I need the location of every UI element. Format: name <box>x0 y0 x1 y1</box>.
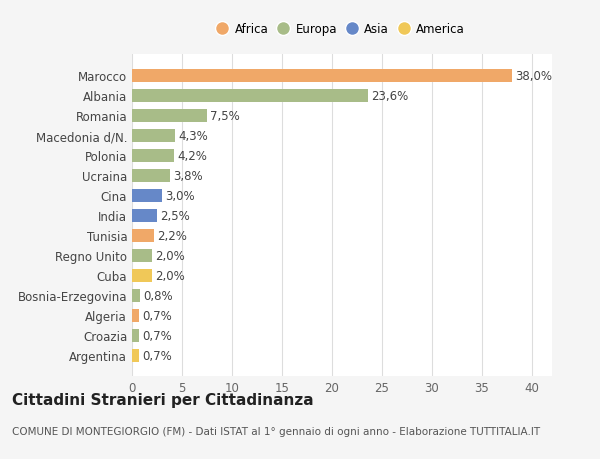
Text: Cittadini Stranieri per Cittadinanza: Cittadini Stranieri per Cittadinanza <box>12 392 314 407</box>
Text: 2,2%: 2,2% <box>157 229 187 242</box>
Bar <box>132 329 139 342</box>
Bar <box>132 269 152 282</box>
Text: 0,7%: 0,7% <box>142 309 172 322</box>
Text: 0,7%: 0,7% <box>142 329 172 342</box>
Legend: Africa, Europa, Asia, America: Africa, Europa, Asia, America <box>215 19 469 39</box>
Text: 3,8%: 3,8% <box>173 169 203 182</box>
Bar <box>132 289 140 302</box>
Bar <box>132 90 368 102</box>
Text: 7,5%: 7,5% <box>210 110 240 123</box>
Text: 2,0%: 2,0% <box>155 269 185 282</box>
Bar <box>132 110 207 123</box>
Text: COMUNE DI MONTEGIORGIO (FM) - Dati ISTAT al 1° gennaio di ogni anno - Elaborazio: COMUNE DI MONTEGIORGIO (FM) - Dati ISTAT… <box>12 426 540 436</box>
Text: 3,0%: 3,0% <box>165 189 194 202</box>
Bar <box>132 309 139 322</box>
Bar <box>132 189 162 202</box>
Bar <box>132 229 154 242</box>
Text: 4,3%: 4,3% <box>178 129 208 142</box>
Text: 23,6%: 23,6% <box>371 90 408 103</box>
Text: 0,8%: 0,8% <box>143 289 173 302</box>
Text: 38,0%: 38,0% <box>515 70 552 83</box>
Bar <box>132 349 139 362</box>
Bar <box>132 209 157 222</box>
Bar <box>132 70 512 83</box>
Bar <box>132 129 175 142</box>
Text: 0,7%: 0,7% <box>142 349 172 362</box>
Text: 2,5%: 2,5% <box>160 209 190 222</box>
Text: 4,2%: 4,2% <box>177 150 207 162</box>
Bar <box>132 150 174 162</box>
Text: 2,0%: 2,0% <box>155 249 185 262</box>
Bar <box>132 169 170 182</box>
Bar <box>132 249 152 262</box>
